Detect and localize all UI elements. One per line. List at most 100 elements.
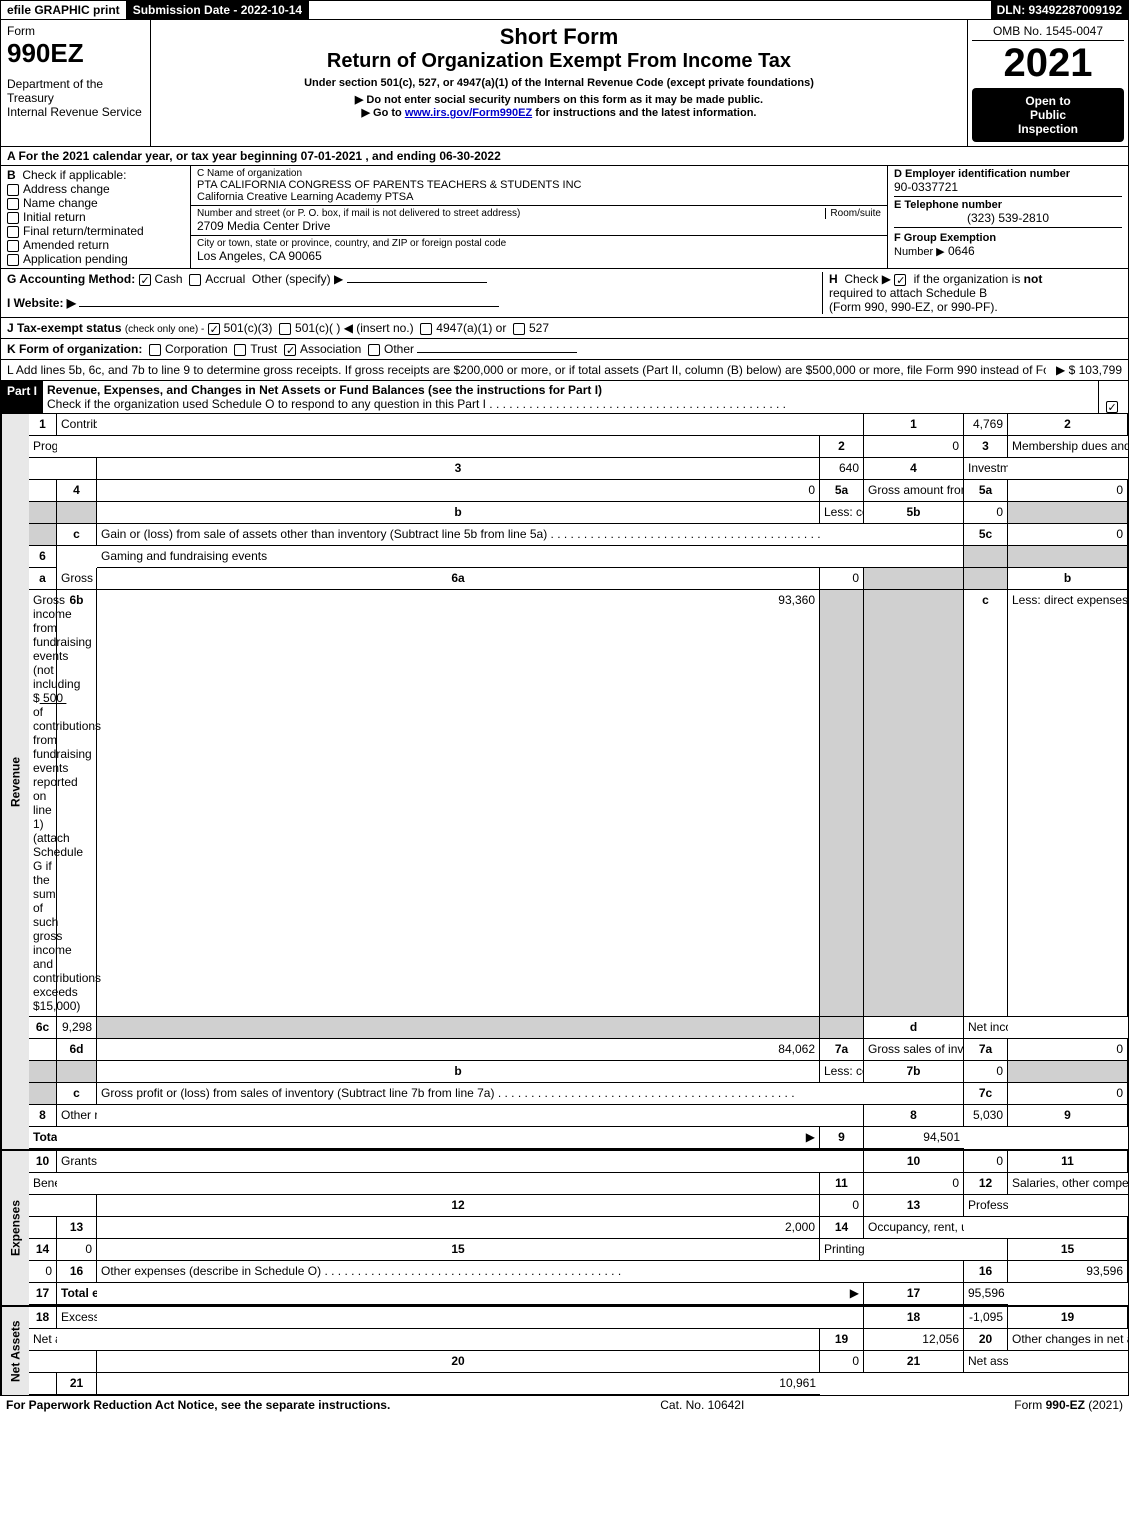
mid-val (820, 414, 864, 436)
chk-corp[interactable] (149, 344, 161, 356)
line-text: Gross income from fundraising events (no… (29, 590, 57, 1017)
lbl-other-org: Other (384, 342, 414, 356)
line-text: Other changes in net assets or fund bala… (1008, 1329, 1128, 1351)
f-label: F Group Exemption (894, 232, 996, 244)
l-amount: ▶ $ 103,799 (1050, 363, 1122, 377)
mid-ref (57, 1127, 97, 1149)
chk-part1[interactable] (1106, 401, 1118, 413)
chk-501c3[interactable] (208, 323, 220, 335)
right-ref: 16 (964, 1261, 1008, 1283)
chk-4947[interactable] (420, 323, 432, 335)
line-text: Occupancy, rent, utilities, and maintena… (864, 1217, 964, 1239)
lbl-527: 527 (529, 321, 549, 335)
part1-grid-wrap: Revenue 1Contributions, gifts, grants, a… (0, 414, 1129, 1396)
right-val (820, 1017, 864, 1039)
chk-address-change[interactable] (7, 184, 19, 196)
lbl-application-pending: Application pending (23, 252, 128, 266)
part1-badge: Part I (1, 381, 43, 413)
chk-accrual[interactable] (189, 274, 201, 286)
mid-ref (1008, 1195, 1128, 1217)
mid-val (820, 1151, 864, 1173)
line-number: 13 (864, 1195, 964, 1217)
mid-ref: 5a (964, 480, 1008, 502)
h-text2: if the organization is (914, 272, 1024, 286)
city-value: Los Angeles, CA 90065 (197, 249, 881, 263)
header-left: Form 990EZ Department of the Treasury In… (1, 20, 151, 146)
mid-val (864, 524, 964, 546)
mid-val: ▶ (820, 1283, 864, 1305)
chk-application-pending[interactable] (7, 254, 19, 266)
chk-trust[interactable] (234, 344, 246, 356)
mid-val (864, 1083, 964, 1105)
mid-val: 0 (1008, 1039, 1128, 1061)
mid-val (97, 1329, 820, 1351)
omb-number: OMB No. 1545-0047 (972, 24, 1124, 41)
right-val: 0 (820, 1351, 864, 1373)
tab-expenses: Expenses (1, 1151, 29, 1305)
org-name-1: PTA CALIFORNIA CONGRESS OF PARENTS TEACH… (197, 179, 881, 191)
right-val: 12,056 (864, 1329, 964, 1351)
tax-year: 2021 (972, 41, 1124, 86)
chk-initial-return[interactable] (7, 212, 19, 224)
line-number: 19 (1008, 1307, 1128, 1329)
h-block: H Check ▶ if the organization is not req… (822, 272, 1122, 314)
right-ref (1008, 1061, 1128, 1083)
part1-header-row: Part I Revenue, Expenses, and Changes in… (0, 381, 1129, 414)
open-line-2: Public (976, 108, 1120, 122)
website-input[interactable] (79, 306, 499, 307)
right-val (29, 524, 57, 546)
h-check-prefix: Check ▶ (844, 272, 891, 286)
line-text: Investment income (964, 458, 1008, 480)
g-label: G Accounting Method: (7, 272, 135, 286)
line-text: Gain or (loss) from sale of assets other… (97, 524, 820, 546)
chk-501c[interactable] (279, 323, 291, 335)
mid-ref (29, 1195, 57, 1217)
line-text: Less: direct expenses from gaming and fu… (1008, 590, 1128, 1017)
page-footer: For Paperwork Reduction Act Notice, see … (0, 1396, 1129, 1414)
right-ref: 11 (820, 1173, 864, 1195)
top-bar: efile GRAPHIC print Submission Date - 20… (0, 0, 1129, 20)
chk-527[interactable] (513, 323, 525, 335)
chk-other-org[interactable] (368, 344, 380, 356)
line-text: Other revenue (describe in Schedule O) (57, 1105, 97, 1127)
open-line-1: Open to (976, 94, 1120, 108)
chk-assoc[interactable] (284, 344, 296, 356)
expenses-grid: 10Grants and similar amounts paid (list … (29, 1151, 1128, 1305)
mid-val: 9,298 (57, 1017, 97, 1039)
chk-final-return[interactable] (7, 226, 19, 238)
right-ref: 21 (57, 1373, 97, 1395)
chk-amended-return[interactable] (7, 240, 19, 252)
right-val (57, 1061, 97, 1083)
line-number: 12 (964, 1173, 1008, 1195)
line-number: 9 (1008, 1105, 1128, 1127)
chk-name-change[interactable] (7, 198, 19, 210)
mid-val (820, 1307, 864, 1329)
line-text: Net assets or fund balances at end of ye… (964, 1351, 1008, 1373)
goto-note: ▶ Go to www.irs.gov/Form990EZ for instru… (155, 106, 963, 119)
g-block: G Accounting Method: Cash Accrual Other … (7, 272, 818, 310)
footer-right: Form 990-EZ (2021) (1014, 1398, 1123, 1412)
lbl-4947: 4947(a)(1) or (436, 321, 506, 335)
line-text: Net income or (loss) from gaming and fun… (964, 1017, 1008, 1039)
goto-prefix: ▶ Go to (362, 107, 405, 119)
chk-h[interactable] (894, 274, 906, 286)
line-number: b (1008, 568, 1128, 590)
irs-link[interactable]: www.irs.gov/Form990EZ (405, 107, 532, 119)
i-label: I Website: ▶ (7, 296, 76, 310)
line-number: 21 (864, 1351, 964, 1373)
line-number: 2 (1008, 414, 1128, 436)
title-short-form: Short Form (155, 24, 963, 50)
mid-val (57, 1351, 97, 1373)
mid-val: 0 (964, 1061, 1008, 1083)
mid-ref: 7b (864, 1061, 964, 1083)
mid-ref (1008, 1351, 1128, 1373)
efile-print-label[interactable]: efile GRAPHIC print (1, 1, 127, 19)
mid-ref (29, 458, 57, 480)
chk-cash[interactable] (139, 274, 151, 286)
mid-val: 0 (820, 568, 864, 590)
mid-val (29, 480, 57, 502)
org-name-2: California Creative Learning Academy PTS… (197, 191, 881, 203)
city-label: City or town, state or province, country… (197, 238, 881, 249)
d-block: D Employer identification number 90-0337… (894, 168, 1122, 197)
right-val: -1,095 (964, 1307, 1008, 1329)
